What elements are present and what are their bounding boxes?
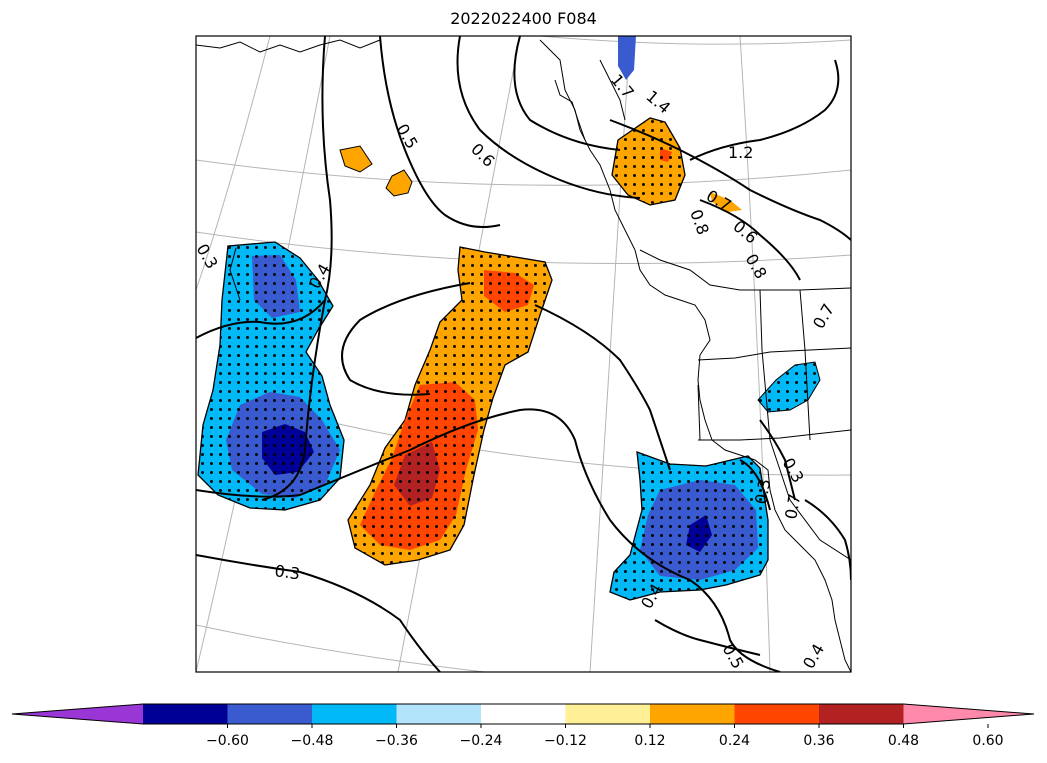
colorbar: −0.60 −0.48 −0.36 −0.24 −0.12 0.12 0.24 0.36 0.4… (11, 703, 1035, 749)
colorbar-tick-label: 0.36 (803, 733, 834, 749)
colorbar-segment (227, 704, 313, 724)
significance-stippling (198, 118, 820, 600)
colorbar-segment (819, 704, 904, 724)
contour-label: 0.8 (686, 207, 713, 237)
map-area: 0.5 0.6 0.4 0.3 0.3 1.4 1.2 0.7 0.8 0.6 … (193, 36, 851, 672)
colorbar-outline (11, 703, 1035, 725)
colorbar-tick-label: −0.24 (460, 733, 503, 749)
colorbar-tick-label: −0.48 (291, 733, 334, 749)
contour-label: 0.8 (742, 251, 771, 283)
colorbar-tick-label: 0.24 (719, 733, 750, 749)
contour-label: 0.3 (779, 455, 808, 487)
map-frame (195, 35, 852, 673)
colorbar-tick-label: −0.36 (375, 733, 418, 749)
contour-label: 0.7 (809, 300, 838, 332)
colorbar-tick-label: 0.60 (972, 733, 1003, 749)
contours (196, 36, 851, 672)
negative-anomaly-small (618, 36, 821, 413)
coastlines (196, 39, 851, 672)
colorbar-extend-min (12, 704, 143, 724)
colorbar-segment (312, 704, 397, 724)
contour-label: 0.3 (751, 477, 774, 505)
colorbar-tick-label: 0.48 (888, 733, 919, 749)
colorbar-tick-label: −0.12 (544, 733, 587, 749)
contour-label: 1.4 (642, 87, 674, 118)
contour-label: 0.3 (193, 241, 222, 273)
colorbar-segment (481, 704, 566, 724)
contour-label: 0.3 (273, 561, 301, 583)
colorbar-tick-label: 0.12 (634, 733, 665, 749)
colorbar-segment (143, 704, 228, 724)
contour-label: 0.4 (799, 640, 828, 672)
contour-label: 0.7 (781, 492, 804, 520)
contour-label: 1.2 (728, 143, 753, 162)
map-title: 2022022400 F084 (450, 9, 597, 28)
contour-label: 1.7 (607, 70, 638, 102)
contour-label: 0.6 (729, 217, 761, 248)
colorbar-segment (650, 704, 735, 724)
colorbar-segment (565, 704, 651, 724)
colorbar-segment (734, 704, 820, 724)
colorbar-segment (396, 704, 482, 724)
colorbar-extend-max (903, 704, 1034, 724)
colorbar-tick-label: −0.60 (206, 733, 249, 749)
contour-label: 0.6 (467, 139, 498, 170)
